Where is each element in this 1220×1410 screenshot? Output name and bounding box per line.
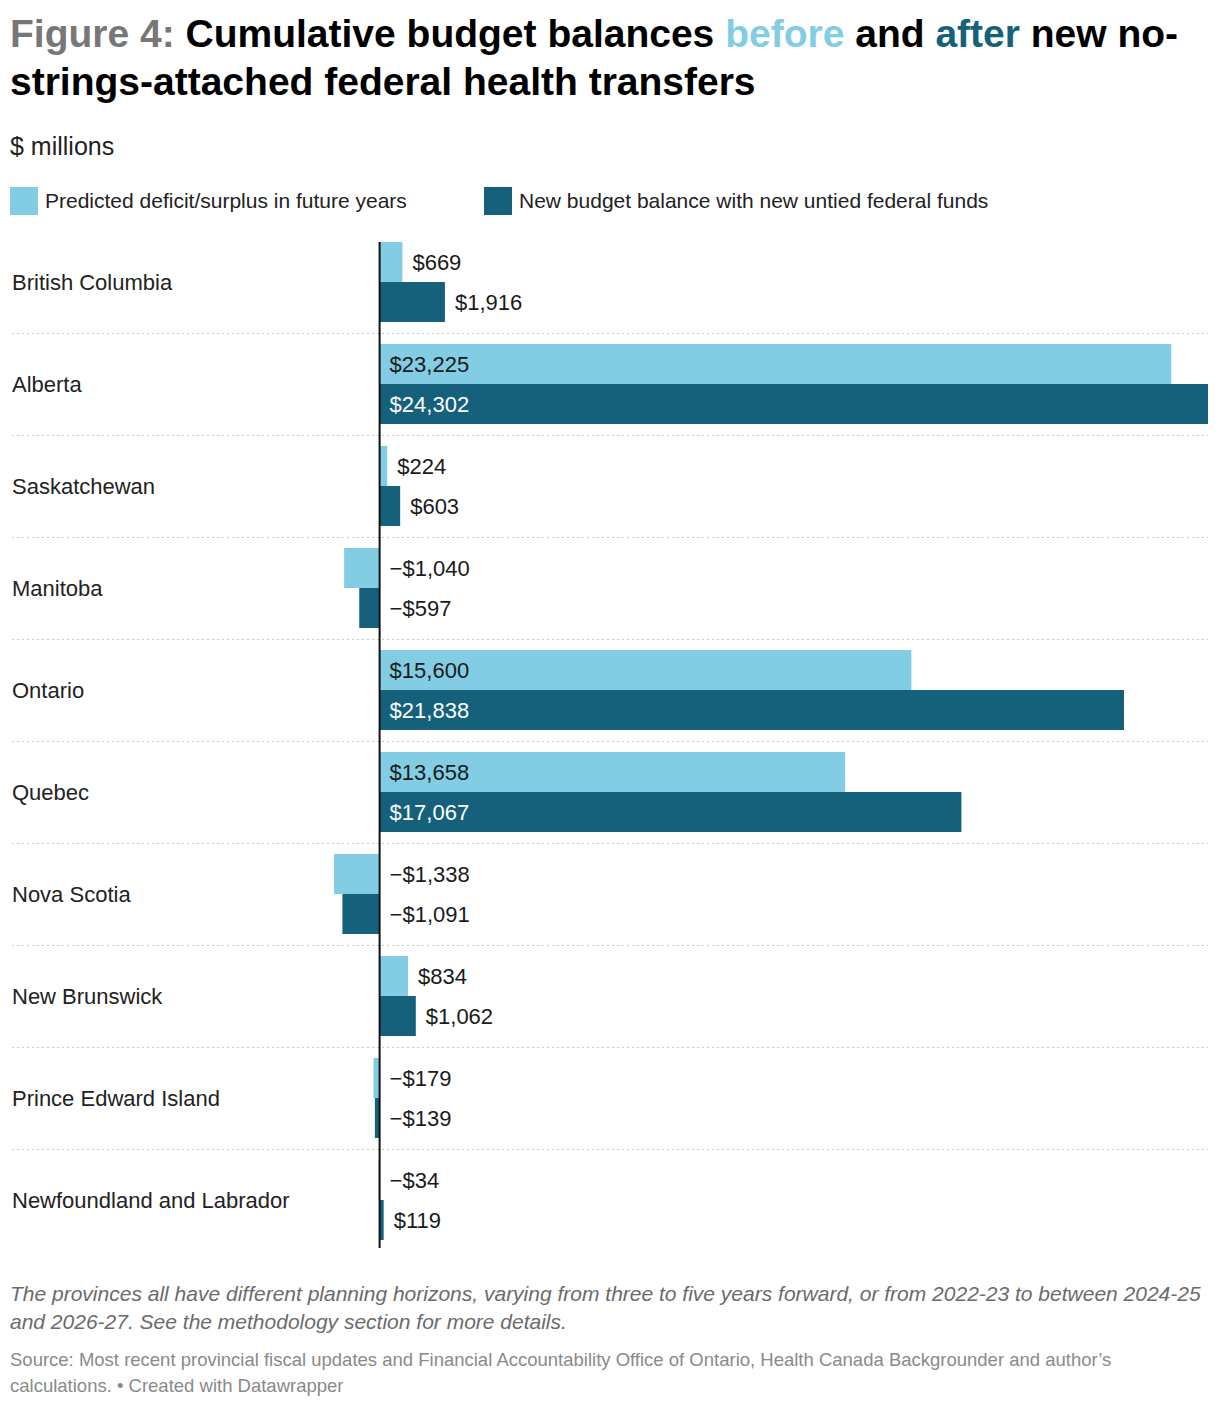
category-label: Manitoba <box>12 576 103 601</box>
title-part: Figure 4: <box>10 12 175 55</box>
row-separator <box>12 333 1208 334</box>
data-label: −$1,338 <box>390 862 470 887</box>
bar <box>380 690 1124 730</box>
row-separator <box>12 435 1208 436</box>
row-separator <box>12 1047 1208 1048</box>
bar <box>380 996 416 1036</box>
bar <box>380 792 962 832</box>
row-separator <box>12 945 1208 946</box>
category-label: New Brunswick <box>12 984 163 1009</box>
source: Source: Most recent provincial fiscal up… <box>10 1347 1205 1399</box>
bar <box>380 486 401 526</box>
bar <box>380 242 403 282</box>
bars <box>334 242 1208 1240</box>
category-label: Saskatchewan <box>12 474 155 499</box>
category-label: British Columbia <box>12 270 173 295</box>
bar <box>380 650 912 690</box>
baseline <box>379 242 381 1248</box>
legend-label: Predicted deficit/surplus in future year… <box>45 189 407 213</box>
title-part: and <box>844 12 935 55</box>
bar <box>380 282 445 322</box>
category-label: Alberta <box>12 372 82 397</box>
data-label: −$139 <box>390 1106 452 1131</box>
bar <box>380 344 1172 384</box>
category-label: Prince Edward Island <box>12 1086 220 1111</box>
notes: The provinces all have different plannin… <box>10 1280 1205 1336</box>
chart: British Columbia Alberta Saskatchewan Manit… <box>0 232 1220 1252</box>
legend-swatch <box>10 187 38 215</box>
bar <box>344 548 379 588</box>
legend-label: New budget balance with new untied feder… <box>519 189 988 213</box>
data-label: $834 <box>418 964 467 989</box>
bar <box>334 854 380 894</box>
category-label: Newfoundland and Labrador <box>12 1188 290 1213</box>
data-label: $21,838 <box>390 698 470 723</box>
data-label: $24,302 <box>390 392 470 417</box>
bar <box>380 956 408 996</box>
data-label: $119 <box>394 1208 441 1233</box>
category-label: Quebec <box>12 780 89 805</box>
row-separator <box>12 843 1208 844</box>
row-separator <box>12 537 1208 538</box>
category-label: Ontario <box>12 678 84 703</box>
data-label: −$1,091 <box>390 902 470 927</box>
data-label: $15,600 <box>390 658 470 683</box>
title-part: Cumulative budget balances <box>175 12 725 55</box>
legend-swatch <box>484 187 512 215</box>
category-label: Nova Scotia <box>12 882 131 907</box>
data-label: $17,067 <box>390 800 470 825</box>
title-part: before <box>725 12 844 55</box>
row-separator <box>12 639 1208 640</box>
data-label: $1,916 <box>455 290 522 315</box>
data-label: −$597 <box>390 596 452 621</box>
data-label: $603 <box>410 494 459 519</box>
data-label: $669 <box>412 250 461 275</box>
data-label: −$1,040 <box>390 556 470 581</box>
data-label: $1,062 <box>426 1004 493 1029</box>
data-label: $13,658 <box>390 760 470 785</box>
data-label: $224 <box>397 454 446 479</box>
title-part: after <box>935 12 1020 55</box>
title: Figure 4: Cumulative budget balances bef… <box>10 10 1205 106</box>
bar <box>380 384 1208 424</box>
row-separator <box>12 1149 1208 1150</box>
bar <box>359 588 379 628</box>
bar <box>342 894 379 934</box>
data-labels: $669 $23,225 $224 −$1,040 $15,600 $13,658 −$1,… <box>390 250 523 1233</box>
bar <box>380 752 846 792</box>
subtitle: $ millions <box>10 132 114 161</box>
row-separator <box>12 741 1208 742</box>
data-label: $23,225 <box>390 352 470 377</box>
data-label: −$179 <box>390 1066 452 1091</box>
bar <box>380 446 388 486</box>
data-label: −$34 <box>390 1168 440 1193</box>
